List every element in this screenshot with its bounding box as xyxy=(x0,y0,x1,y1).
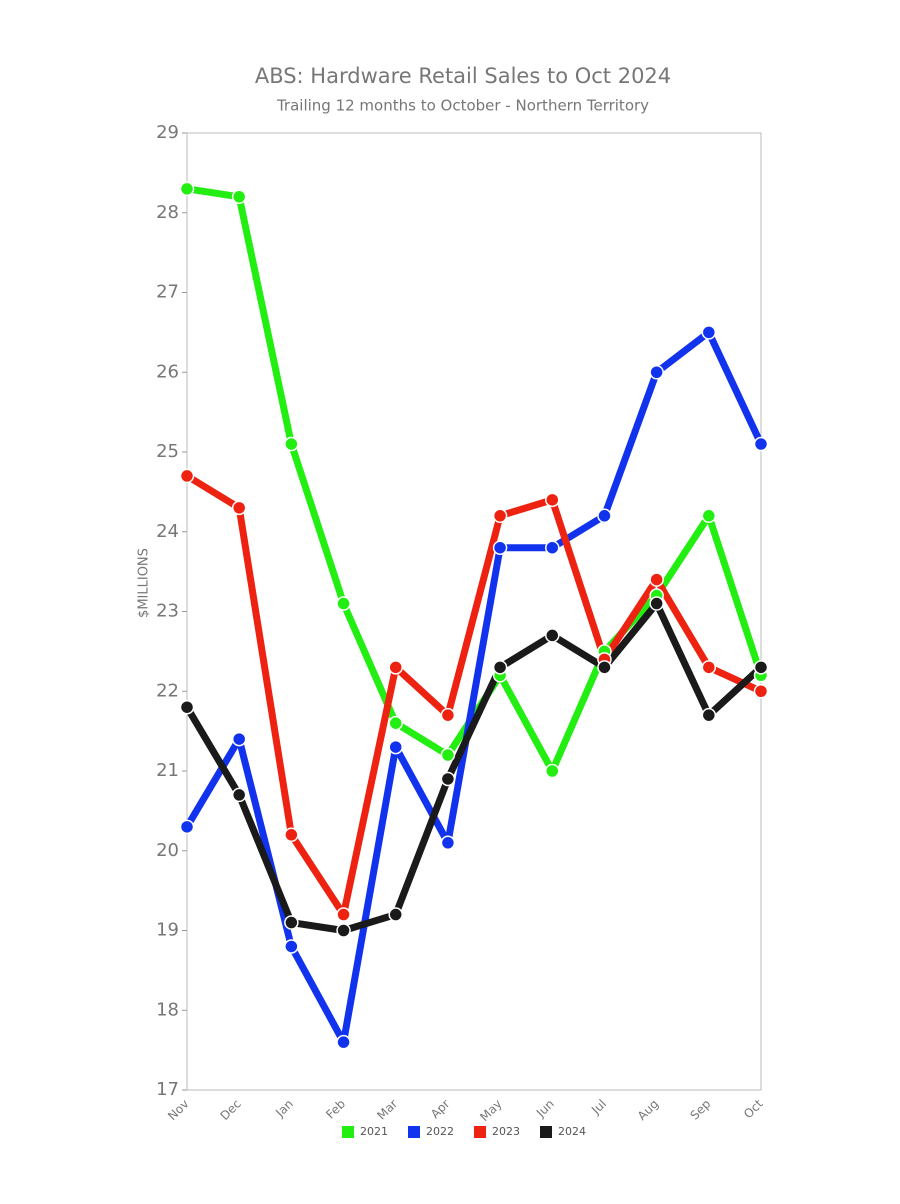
data-point xyxy=(388,660,403,675)
x-tick-label: May xyxy=(477,1097,504,1124)
data-point xyxy=(649,596,664,611)
data-point xyxy=(545,492,560,508)
data-point xyxy=(284,436,299,452)
data-point xyxy=(753,436,769,452)
data-point xyxy=(284,915,299,930)
data-point xyxy=(231,787,247,803)
x-tick-label: Oct xyxy=(741,1096,766,1121)
data-point xyxy=(231,731,247,747)
data-point xyxy=(545,628,560,643)
y-tick-label: 29 xyxy=(156,122,179,143)
legend-label: 2022 xyxy=(426,1125,454,1138)
x-tick-label: Apr xyxy=(428,1097,453,1122)
data-point xyxy=(597,508,612,524)
data-point xyxy=(231,500,247,516)
data-point xyxy=(440,747,456,763)
data-point xyxy=(388,739,403,755)
x-tick-label: Feb xyxy=(323,1097,348,1122)
data-point xyxy=(440,835,456,851)
x-tick-label: Jul xyxy=(588,1097,609,1118)
x-tick-label: Sep xyxy=(688,1097,714,1123)
data-point xyxy=(284,827,299,843)
data-point xyxy=(701,660,717,675)
x-tick-label: Jun xyxy=(533,1097,557,1121)
y-tick-label: 24 xyxy=(156,521,179,542)
x-tick-label: Dec xyxy=(217,1097,243,1123)
data-point xyxy=(753,684,769,699)
legend-swatch xyxy=(408,1126,420,1138)
y-tick-label: 27 xyxy=(156,282,179,303)
y-tick-label: 25 xyxy=(156,441,179,462)
data-point xyxy=(388,715,403,731)
data-point xyxy=(231,189,247,205)
data-point xyxy=(440,707,456,723)
x-tick-label: Aug xyxy=(635,1097,661,1123)
y-tick-label: 19 xyxy=(156,920,179,941)
legend-label: 2024 xyxy=(558,1125,586,1138)
x-tick-label: Mar xyxy=(374,1097,400,1123)
y-tick-label: 17 xyxy=(156,1079,179,1100)
y-tick-label: 18 xyxy=(156,999,179,1020)
data-point xyxy=(701,508,717,524)
data-point xyxy=(701,707,717,723)
data-point xyxy=(492,508,508,524)
y-tick-label: 23 xyxy=(156,601,179,622)
y-tick-label: 26 xyxy=(156,361,179,382)
data-point xyxy=(179,699,195,715)
legend-label: 2023 xyxy=(492,1125,520,1138)
x-tick-label: Nov xyxy=(165,1097,191,1123)
data-point xyxy=(753,660,769,675)
data-point xyxy=(388,907,403,922)
legend-label: 2021 xyxy=(360,1125,388,1138)
y-axis-label: $MILLIONS xyxy=(137,548,152,618)
y-tick-label: 28 xyxy=(156,202,179,223)
data-point xyxy=(492,540,508,555)
data-point xyxy=(545,763,560,779)
data-point xyxy=(179,819,195,835)
data-point xyxy=(336,923,351,938)
data-point xyxy=(649,365,664,380)
chart-title: ABS: Hardware Retail Sales to Oct 2024 xyxy=(255,64,671,88)
data-point xyxy=(545,540,560,555)
legend-swatch xyxy=(342,1126,354,1138)
y-tick-label: 20 xyxy=(156,840,179,861)
x-tick-label: Jan xyxy=(272,1097,296,1121)
series-line xyxy=(185,472,763,919)
series-line xyxy=(183,328,765,1046)
data-point xyxy=(492,660,508,675)
data-point xyxy=(440,771,456,787)
data-point xyxy=(701,325,717,340)
chart-subtitle: Trailing 12 months to October - Northern… xyxy=(276,97,649,115)
data-point xyxy=(284,939,299,954)
data-point xyxy=(336,1034,351,1050)
legend-swatch xyxy=(474,1126,486,1138)
y-tick-label: 22 xyxy=(156,680,179,701)
data-point xyxy=(649,572,664,587)
series-line xyxy=(183,600,764,934)
data-point xyxy=(336,596,351,611)
y-tick-label: 21 xyxy=(156,760,179,781)
data-point xyxy=(597,660,612,675)
data-point xyxy=(179,181,195,197)
data-point xyxy=(179,468,195,484)
legend-swatch xyxy=(540,1126,552,1138)
data-point xyxy=(336,907,351,922)
